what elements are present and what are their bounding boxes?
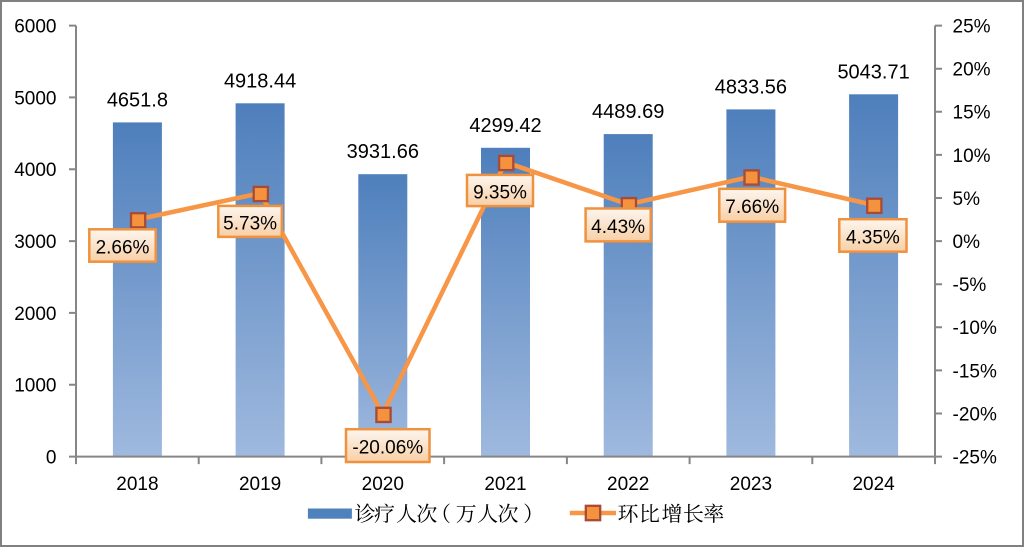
svg-text:-25%: -25% [953, 448, 997, 469]
svg-text:25%: 25% [953, 17, 991, 38]
svg-text:4299.42: 4299.42 [469, 115, 541, 137]
svg-text:5%: 5% [953, 189, 981, 210]
svg-text:3931.66: 3931.66 [347, 141, 419, 163]
svg-text:7.66%: 7.66% [725, 197, 779, 218]
svg-text:6000: 6000 [14, 17, 56, 38]
svg-text:0%: 0% [953, 232, 981, 253]
svg-text:2.66%: 2.66% [96, 237, 150, 258]
svg-text:4000: 4000 [14, 160, 56, 181]
svg-text:2019: 2019 [239, 474, 281, 495]
svg-text:10%: 10% [953, 146, 991, 167]
svg-text:4.35%: 4.35% [846, 227, 900, 248]
svg-text:20%: 20% [953, 60, 991, 81]
svg-text:5000: 5000 [14, 88, 56, 109]
svg-text:4833.56: 4833.56 [715, 76, 787, 98]
svg-text:2023: 2023 [730, 474, 772, 495]
svg-text:4.43%: 4.43% [591, 217, 645, 238]
svg-text:0: 0 [46, 448, 57, 469]
svg-text:3000: 3000 [14, 232, 56, 253]
svg-text:2000: 2000 [14, 304, 56, 325]
svg-text:9.35%: 9.35% [473, 182, 527, 203]
svg-text:4489.69: 4489.69 [592, 101, 664, 123]
svg-text:1000: 1000 [14, 376, 56, 397]
svg-text:2024: 2024 [852, 474, 895, 495]
svg-text:2021: 2021 [484, 474, 526, 495]
svg-text:5.73%: 5.73% [223, 213, 277, 234]
svg-text:2022: 2022 [607, 474, 649, 495]
svg-text:-15%: -15% [953, 361, 997, 382]
svg-text:-5%: -5% [953, 275, 987, 296]
svg-text:2018: 2018 [116, 474, 158, 495]
svg-text:-20.06%: -20.06% [352, 438, 423, 459]
svg-text:4918.44: 4918.44 [224, 70, 296, 92]
svg-text:-20%: -20% [953, 404, 997, 425]
svg-text:-10%: -10% [953, 318, 997, 339]
svg-text:4651.8: 4651.8 [107, 89, 168, 111]
svg-text:2020: 2020 [362, 474, 404, 495]
svg-text:5043.71: 5043.71 [837, 61, 909, 83]
svg-text:15%: 15% [953, 103, 991, 124]
